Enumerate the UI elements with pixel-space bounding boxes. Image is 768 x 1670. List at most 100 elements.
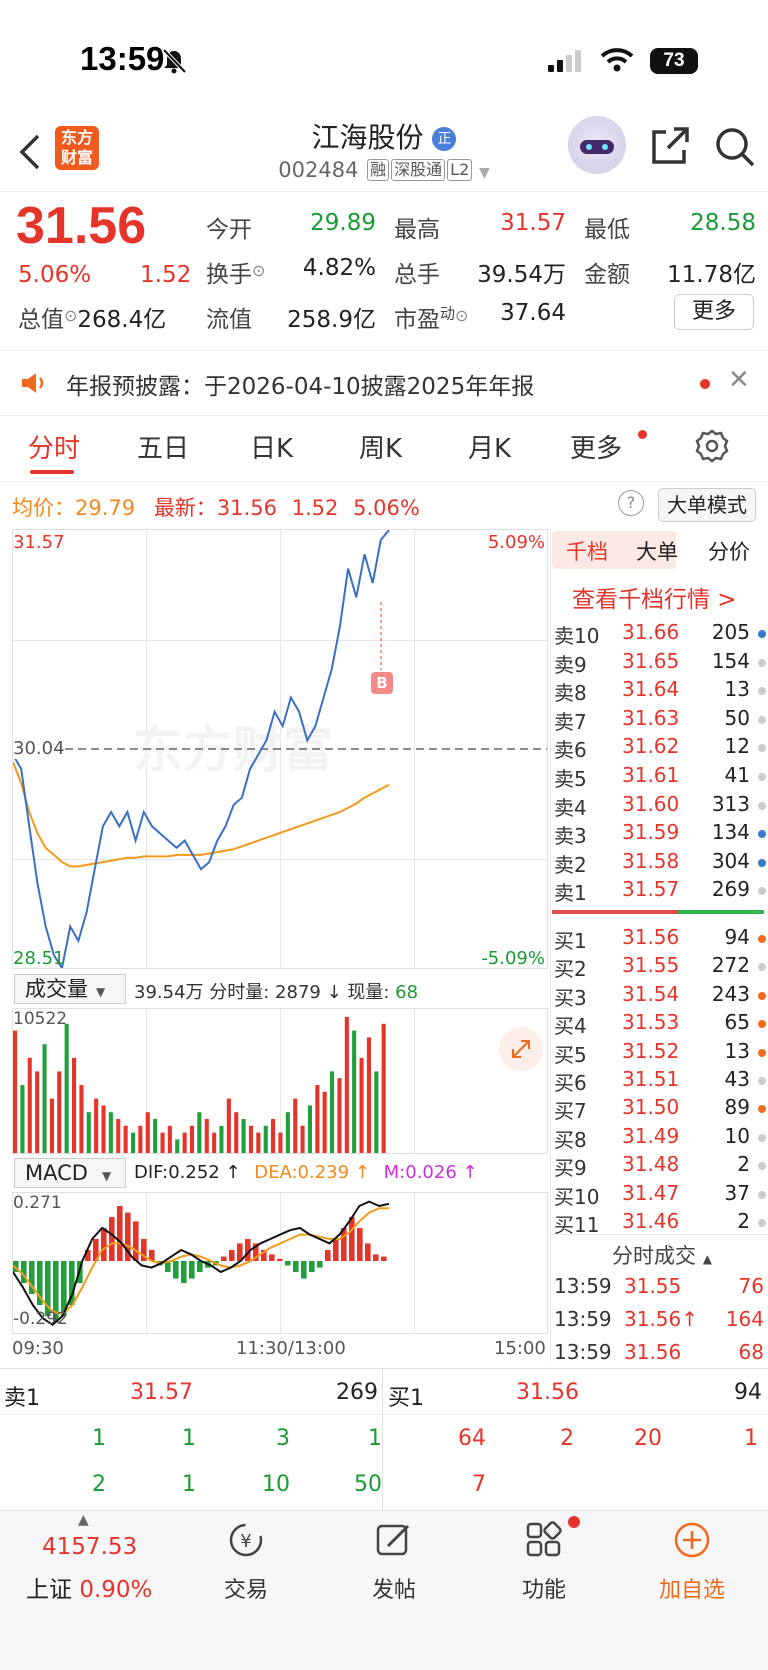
ask-level: 卖6 — [554, 738, 587, 763]
bid-row[interactable]: 买3 31.54 243 — [552, 982, 768, 1010]
tab-intraday[interactable]: 分时 — [28, 434, 81, 464]
bid-row[interactable]: 买5 31.52 13 — [552, 1039, 768, 1067]
activity-dot — [758, 1190, 766, 1199]
macd-hist-bar — [37, 1261, 43, 1305]
tab-5day[interactable]: 五日 — [137, 434, 190, 464]
buy-marker[interactable]: B — [371, 672, 393, 694]
trade-time: 13:59 — [554, 1274, 612, 1298]
bid-price: 31.48 — [622, 1152, 680, 1177]
trade-qty: 164 — [725, 1307, 764, 1331]
bid-row[interactable]: 买11 31.46 2 — [552, 1209, 768, 1237]
bid-row[interactable]: 买4 31.53 65 — [552, 1010, 768, 1038]
nav-post[interactable]: 发帖 — [334, 1520, 454, 1604]
y-mid-label: 30.04 — [13, 738, 65, 759]
index-value[interactable]: 4157.53 — [42, 1534, 138, 1560]
tab-more[interactable]: 更多 — [570, 434, 623, 464]
volume-bar — [57, 1071, 62, 1153]
help-icon[interactable]: ? — [618, 490, 644, 516]
volume-selector[interactable]: 成交量 ▼ — [14, 974, 126, 1004]
bid-row[interactable]: 买2 31.55 272 — [552, 953, 768, 981]
macd-hist-bar — [61, 1261, 67, 1316]
nav-add-watchlist[interactable]: 加自选 — [632, 1520, 752, 1604]
macd-top-label: 0.271 — [13, 1193, 62, 1213]
dropdown-icon[interactable]: ▼ — [478, 165, 490, 181]
bid-row[interactable]: 买10 31.47 37 — [552, 1181, 768, 1209]
bid-row[interactable]: 买1 31.56 94 — [552, 925, 768, 953]
volume-bar — [123, 1125, 128, 1153]
macd-header: MACD ▼ DIF:0.252 ↑ DEA:0.239 ↑ M:0.026 ↑ — [12, 1156, 548, 1192]
ask-row[interactable]: 卖7 31.63 50 — [552, 706, 768, 734]
bid-level: 买8 — [554, 1127, 587, 1152]
tab-daily-k[interactable]: 日K — [250, 434, 294, 464]
high-label: 最高 — [394, 217, 440, 243]
macd-hist-bar — [165, 1261, 171, 1272]
macd-hist-bar — [53, 1261, 59, 1323]
ask-qty: 134 — [711, 820, 750, 845]
ask-row[interactable]: 卖6 31.62 12 — [552, 734, 768, 762]
ask-qty: 304 — [711, 848, 750, 873]
ask-row[interactable]: 卖10 31.66 205 — [552, 620, 768, 648]
macd-hist-bar — [309, 1261, 315, 1272]
ask-row[interactable]: 卖4 31.60 313 — [552, 792, 768, 820]
ask-row[interactable]: 卖2 31.58 304 — [552, 849, 768, 877]
volume-bar — [182, 1132, 187, 1153]
bid-row[interactable]: 买6 31.51 43 — [552, 1067, 768, 1095]
status-bar: 13:59 73 — [0, 0, 768, 110]
volume-bar — [160, 1132, 165, 1153]
macd-hist-bar — [269, 1254, 275, 1261]
bid-level: 买4 — [554, 1014, 587, 1039]
share-icon[interactable] — [650, 126, 690, 166]
queue-order: 64 — [458, 1426, 486, 1451]
ask-row[interactable]: 卖1 31.57 269 — [552, 877, 768, 905]
expand-icon[interactable] — [499, 1027, 543, 1071]
bid-level: 买10 — [554, 1184, 600, 1209]
ask-level: 卖10 — [554, 624, 600, 648]
macd-hist-bar — [301, 1261, 307, 1279]
macd-hist-bar — [229, 1250, 235, 1261]
ask-row[interactable]: 卖3 31.59 134 — [552, 820, 768, 848]
bid-row[interactable]: 买7 31.50 89 — [552, 1095, 768, 1123]
nav-functions[interactable]: 功能 — [484, 1520, 604, 1604]
macd-hist-bar — [85, 1250, 91, 1261]
tab-price-dist[interactable]: 分价 — [708, 540, 750, 564]
close-icon[interactable]: ✕ — [728, 365, 750, 395]
macd-selector[interactable]: MACD ▼ — [14, 1158, 126, 1188]
speaker-icon — [22, 373, 44, 393]
volume-bar — [212, 1132, 217, 1153]
info-icon[interactable]: ⊙ — [64, 306, 78, 325]
tab-weekly-k[interactable]: 周K — [359, 434, 403, 464]
ask-row[interactable]: 卖8 31.64 13 — [552, 677, 768, 705]
search-icon[interactable] — [714, 126, 756, 168]
more-button[interactable]: 更多 — [674, 294, 754, 330]
queue-order: 1 — [744, 1426, 758, 1451]
big-order-mode-button[interactable]: 大单模式 — [658, 488, 756, 522]
bid-row[interactable]: 买8 31.49 10 — [552, 1124, 768, 1152]
tab-big-orders[interactable]: 大单 — [636, 540, 678, 564]
tab-depth[interactable]: 千档 — [566, 540, 608, 564]
tab-monthly-k[interactable]: 月K — [468, 434, 512, 464]
activity-dot — [758, 991, 766, 1000]
back-icon[interactable] — [18, 132, 42, 172]
nav-trade[interactable]: ¥ 交易 — [186, 1520, 306, 1604]
ask-row[interactable]: 卖9 31.65 154 — [552, 649, 768, 677]
bid-qty: 65 — [724, 1010, 750, 1035]
volume-bar — [263, 1125, 268, 1153]
ask-row[interactable]: 卖5 31.61 41 — [552, 763, 768, 791]
volume-bar — [42, 1044, 47, 1153]
notice-text: 年报预披露：于2026-04-10披露2025年年报 — [66, 374, 535, 400]
queue-order: 2 — [560, 1426, 574, 1451]
view-depth-link[interactable]: 查看千档行情 > — [572, 587, 737, 613]
bid-row[interactable]: 买9 31.48 2 — [552, 1152, 768, 1180]
price-chart[interactable]: 东方财富 31.57 30.04 28.51 5.09% -5.09% B — [12, 529, 548, 969]
notice-bar[interactable]: 年报预披露：于2026-04-10披露2025年年报 ✕ — [0, 350, 768, 416]
tag-margin: 融 — [367, 159, 390, 181]
caret-up-icon: ▲ — [78, 1512, 89, 1528]
robot-avatar-icon[interactable] — [568, 116, 626, 174]
gear-icon[interactable] — [694, 428, 730, 464]
index-line[interactable]: 上证 0.90% — [26, 1577, 153, 1603]
info-icon: ⊙ — [252, 261, 266, 280]
volume-bar — [64, 1023, 69, 1153]
bottom-sell-label: 卖1 — [4, 1386, 40, 1411]
trades-title[interactable]: 分时成交 ▲ — [612, 1244, 712, 1268]
float-value: 258.9亿 — [287, 307, 376, 333]
